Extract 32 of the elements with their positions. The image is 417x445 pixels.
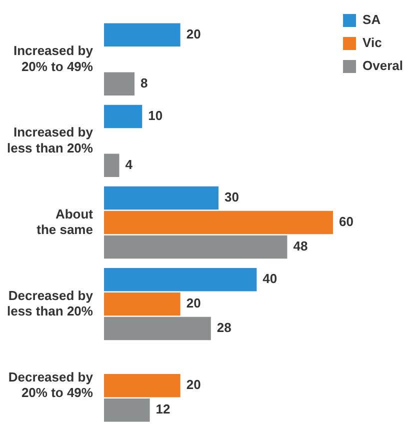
bar — [104, 23, 180, 47]
bar — [104, 235, 288, 259]
data-label: 60 — [339, 214, 354, 230]
legend-label: SA — [362, 12, 382, 28]
bar — [104, 154, 120, 178]
data-label: 28 — [216, 320, 232, 336]
legend-label: Overal — [362, 58, 404, 74]
data-label: 4 — [125, 156, 134, 172]
data-label: 30 — [224, 190, 239, 205]
y-tick-label: Decreased by less than 20% — [6, 288, 94, 318]
y-tick-label: Increased by less than 20% — [6, 124, 94, 156]
legend-label: Vic — [362, 35, 382, 50]
bar — [104, 374, 180, 398]
y-tick-label: Decreased by 20% to 49% — [8, 369, 94, 400]
bar — [104, 292, 180, 316]
bar — [104, 268, 257, 292]
data-label: 8 — [140, 75, 148, 90]
data-label: 48 — [293, 238, 308, 254]
bar — [104, 316, 211, 340]
y-tick-label: About the same — [36, 206, 94, 237]
data-label: 40 — [262, 271, 278, 286]
data-label: 20 — [186, 26, 201, 42]
data-label: 20 — [186, 296, 201, 311]
bar — [104, 186, 219, 210]
bar — [104, 210, 334, 234]
bar — [104, 72, 135, 96]
y-tick-label: Increased by 20% to 49% — [13, 43, 94, 74]
bar — [104, 398, 150, 422]
data-label: 20 — [186, 377, 201, 392]
data-label: 10 — [148, 108, 163, 124]
data-label: 12 — [156, 402, 170, 417]
bar — [104, 104, 142, 128]
